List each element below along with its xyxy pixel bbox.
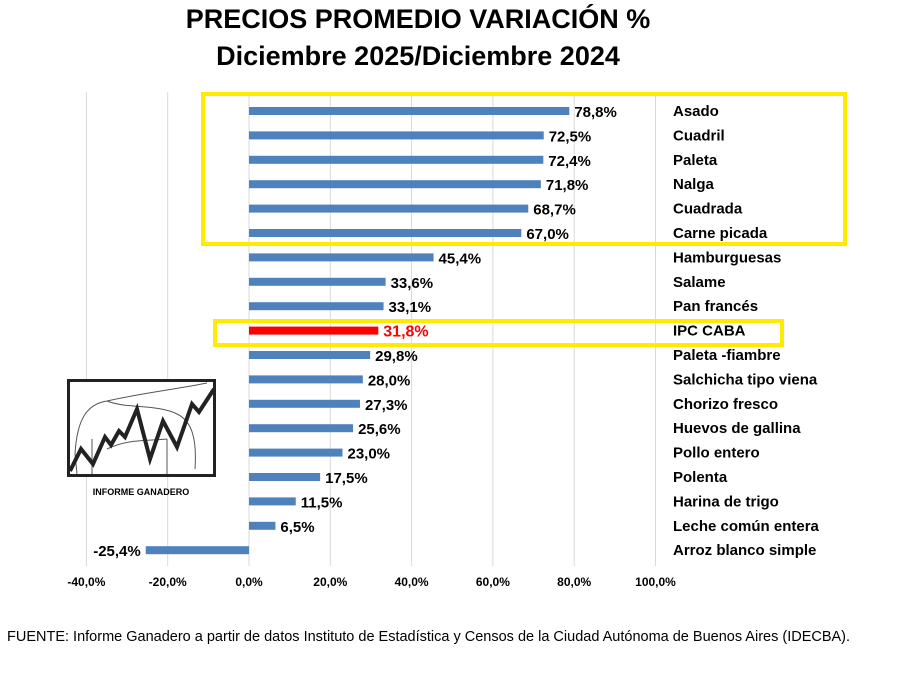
data-label: 23,0% [347,446,390,463]
chart-title: PRECIOS PROMEDIO VARIACIÓN % [185,4,651,34]
category-label: Paleta [673,152,718,169]
category-label: Pollo entero [673,445,760,462]
bar [249,351,371,359]
bar [249,326,379,335]
data-label: 25,6% [358,421,401,438]
bar [249,155,544,164]
category-label: Salame [673,274,726,291]
category-label: Paleta -fiambre [673,347,781,364]
x-tick-label: 80,0% [557,575,591,589]
x-tick-label: 60,0% [476,575,510,589]
category-label: Nalga [673,176,715,193]
category-label: IPC CABA [673,323,746,340]
x-tick-label: 20,0% [313,575,347,589]
highlight-box-meats [201,92,847,246]
data-label: 78,8% [574,104,617,121]
x-tick-label: 0,0% [235,575,263,589]
data-label: 27,3% [365,397,408,414]
category-label: Salchicha tipo viena [673,371,818,388]
data-label: 67,0% [526,226,569,243]
bar [249,253,434,262]
bar [249,399,360,408]
bar [249,424,354,433]
bar [249,229,522,237]
x-tick-label: 100,0% [635,575,676,589]
x-tick-label: -20,0% [149,575,187,589]
category-label: Cuadril [673,127,725,144]
data-label: 72,5% [549,128,592,145]
category-label: Harina de trigo [673,493,779,510]
bar [249,521,276,530]
highlight-box-ipc [213,319,784,347]
category-label: Carne picada [673,225,768,242]
x-tick-label: 40,0% [395,575,429,589]
bar [249,180,541,189]
informe-ganadero-logo [67,379,216,477]
category-label: Asado [673,103,719,120]
source-footer: FUENTE: Informe Ganadero a partir de dat… [7,629,851,645]
data-label: -25,4% [93,543,141,560]
category-label: Hamburguesas [673,249,781,266]
category-label: Huevos de gallina [673,420,801,437]
data-label: 33,1% [389,299,432,316]
bar [145,546,249,555]
bar [249,277,386,286]
bar [249,375,363,384]
data-label: 17,5% [325,470,368,487]
bar [249,131,544,140]
category-label: Arroz blanco simple [673,542,816,559]
bar [249,497,296,506]
data-label: 72,4% [548,153,591,170]
bar [249,204,529,213]
bar [249,473,321,481]
category-label: Cuadrada [673,201,743,218]
logo-caption: INFORME GANADERO [92,487,190,497]
category-label: Pan francés [673,298,758,315]
category-label: Chorizo fresco [673,396,778,413]
data-label: 6,5% [280,519,314,536]
category-label: Leche común entera [673,518,820,535]
data-label: 28,0% [368,372,411,389]
x-tick-label: -40,0% [67,575,105,589]
data-label: 31,8% [383,324,428,341]
bar [249,302,384,311]
data-label: 11,5% [301,494,343,511]
data-label: 33,6% [391,275,434,292]
bar [249,448,343,457]
bar [249,107,570,115]
data-label: 71,8% [546,177,589,194]
data-label: 45,4% [439,250,482,267]
data-label: 68,7% [533,202,576,219]
category-label: Polenta [673,469,728,486]
data-label: 29,8% [375,348,418,365]
chart-subtitle: Diciembre 2025/Diciembre 2024 [216,41,620,71]
